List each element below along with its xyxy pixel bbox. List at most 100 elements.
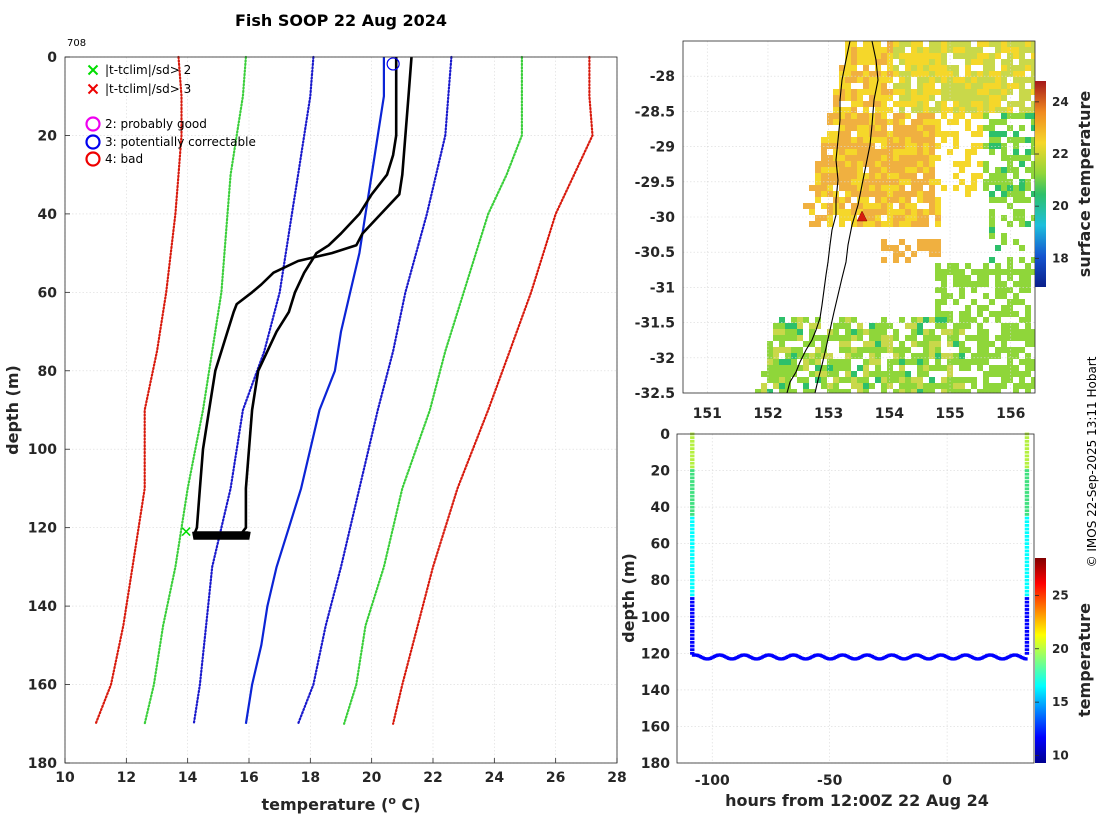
sst-cell <box>1019 53 1025 59</box>
sst-cell <box>803 317 809 323</box>
sst-cell <box>971 83 977 89</box>
time-depth-sample <box>690 513 695 516</box>
time-depth-sample <box>1024 491 1030 494</box>
time-y-tick-label: 40 <box>651 500 671 516</box>
sst-cell <box>851 77 857 83</box>
sst-cell <box>875 47 881 53</box>
sst-cell <box>917 77 923 83</box>
sst-cell <box>971 143 977 149</box>
map-y-tick-label: -28.5 <box>635 104 675 120</box>
sst-cell <box>935 143 941 149</box>
sst-cell <box>1019 299 1025 305</box>
time-depth-sample <box>690 622 695 626</box>
sst-cell <box>857 143 863 149</box>
sst-cell <box>941 329 947 335</box>
sst-cell <box>983 353 989 359</box>
sst-cell <box>971 173 977 179</box>
sst-cell <box>971 359 977 365</box>
sst-cell <box>785 359 791 365</box>
sst-cell <box>923 365 929 371</box>
sst-cell <box>779 359 785 365</box>
y-tick-label: 80 <box>38 364 58 380</box>
sst-cell <box>875 347 881 353</box>
sst-cell <box>875 71 881 77</box>
sst-cell <box>1013 347 1019 353</box>
sst-cell <box>941 65 947 71</box>
sst-cell <box>887 209 893 215</box>
time-depth-sample <box>1024 498 1030 502</box>
sst-cell <box>1025 317 1031 323</box>
sst-cell <box>935 53 941 59</box>
sst-cell <box>887 203 893 209</box>
sst-cell <box>863 383 869 389</box>
sst-cell <box>1013 149 1019 155</box>
sst-cell <box>857 59 863 65</box>
sst-cell <box>869 371 875 377</box>
sst-cell <box>863 65 869 71</box>
sst-cell <box>899 77 905 83</box>
sst-cell <box>989 125 995 131</box>
sst-cell <box>1031 167 1035 173</box>
sst-cell <box>959 377 965 383</box>
sst-cell <box>1019 71 1025 77</box>
sst-cell <box>977 341 983 347</box>
sst-cell <box>1019 125 1025 131</box>
map-x-tick-label: 153 <box>814 406 843 422</box>
x-tick-label: 22 <box>423 770 442 786</box>
sst-cell <box>929 113 935 119</box>
sst-cell <box>1013 173 1019 179</box>
sst-cell <box>893 53 899 59</box>
time-depth-sample <box>1024 608 1030 611</box>
sst-cell <box>845 143 851 149</box>
temperature-colorbar-tick-label: 25 <box>1052 588 1069 602</box>
time-x-tick-label: -50 <box>817 773 843 789</box>
sst-cell <box>911 209 917 215</box>
sst-cell <box>995 89 1001 95</box>
sst-cell <box>983 185 989 191</box>
sst-cell <box>839 83 845 89</box>
sst-cell <box>953 383 959 389</box>
sst-cell <box>797 323 803 329</box>
time-axis-label: hours from 12:00Z 22 Aug 24 <box>725 791 989 810</box>
sst-cell <box>869 41 875 47</box>
sst-cell <box>1007 305 1013 311</box>
sst-cell <box>845 161 851 167</box>
legend-label: 2: probably good <box>105 117 207 131</box>
sst-cell <box>917 365 923 371</box>
sst-cell <box>977 59 983 65</box>
sst-cell <box>959 101 965 107</box>
sst-cell <box>905 167 911 173</box>
sst-cell <box>989 269 995 275</box>
sst-cell <box>965 161 971 167</box>
sst-cell <box>887 197 893 203</box>
time-depth-sample <box>1024 619 1030 622</box>
sst-cell <box>899 149 905 155</box>
time-depth-sample <box>1024 593 1030 597</box>
sst-cell <box>995 371 1001 377</box>
sst-cell <box>965 275 971 281</box>
sst-cell <box>881 107 887 113</box>
sst-cell <box>959 113 965 119</box>
sst-cell <box>959 53 965 59</box>
sst-cell <box>893 209 899 215</box>
sst-cell <box>965 77 971 83</box>
sst-cell <box>941 281 947 287</box>
sst-cell <box>1025 95 1031 101</box>
sst-cell <box>791 371 797 377</box>
time-depth-sample <box>690 567 695 571</box>
sst-cell <box>941 317 947 323</box>
sst-cell <box>917 317 923 323</box>
sst-cell <box>881 389 887 393</box>
sst-cell <box>935 77 941 83</box>
sst-cell <box>905 155 911 161</box>
sst-cell <box>899 389 905 393</box>
sst-cell <box>893 137 899 143</box>
sst-cell <box>815 365 821 371</box>
sst-cell <box>851 113 857 119</box>
sst-colorbar-tick-label: 20 <box>1052 199 1069 213</box>
sst-cell <box>947 293 953 299</box>
sst-cell <box>881 71 887 77</box>
sst-cell <box>929 83 935 89</box>
sst-cell <box>983 113 989 119</box>
time-depth-sample <box>1024 622 1030 626</box>
